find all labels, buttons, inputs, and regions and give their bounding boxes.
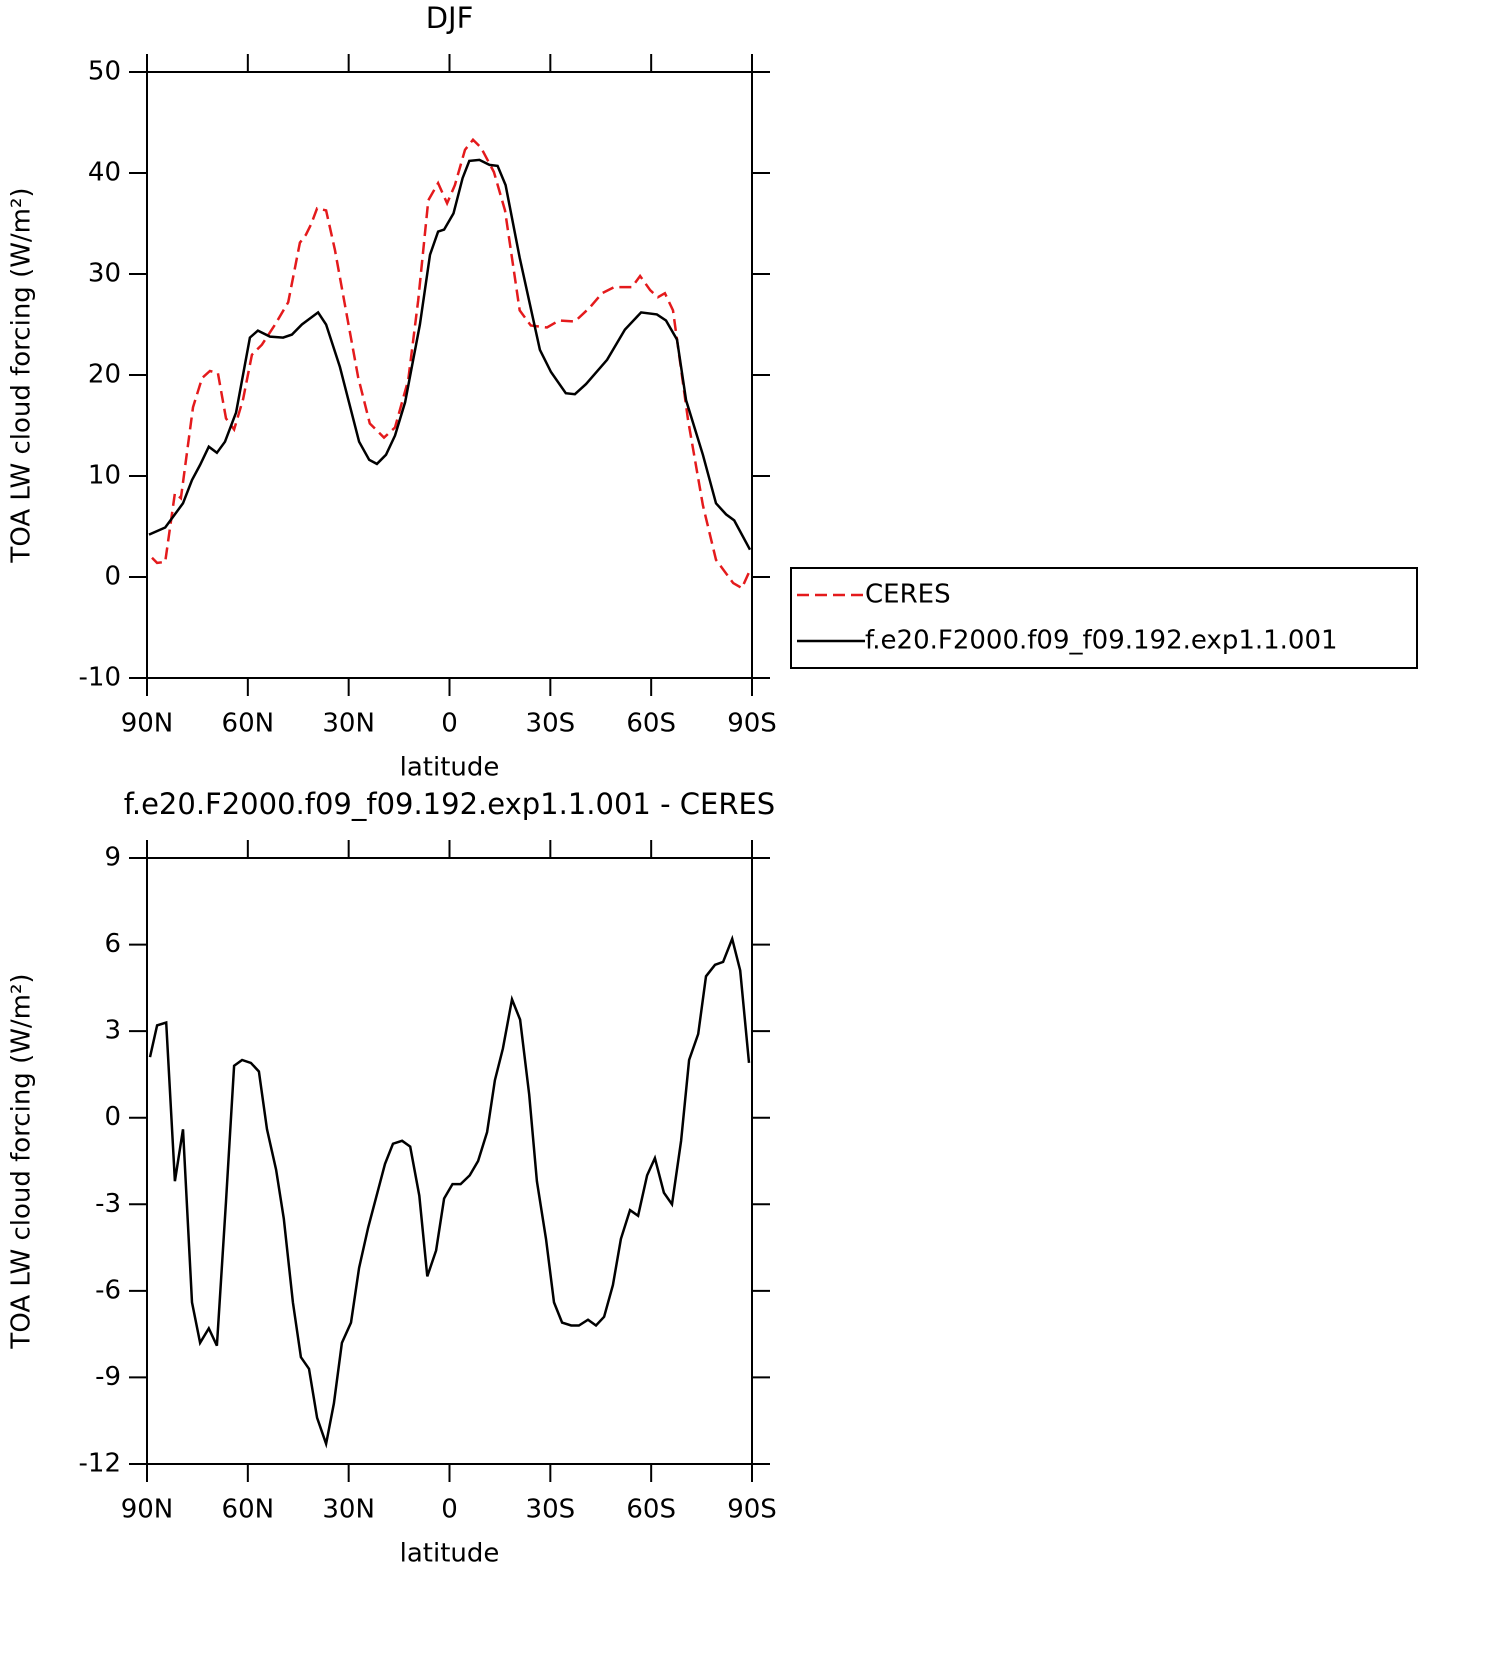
y-tick-label: 10	[88, 461, 121, 491]
legend-label: CERES	[865, 580, 951, 610]
y-tick-label: 30	[88, 259, 121, 289]
chart-title: DJF	[426, 1, 474, 35]
x-tick-label: 60S	[626, 709, 676, 739]
x-tick-label: 90S	[727, 1495, 777, 1525]
y-tick-label: -9	[95, 1362, 121, 1392]
x-tick-label: 30N	[322, 709, 375, 739]
plot-frame	[146, 857, 753, 1465]
y-tick-label: -6	[95, 1275, 121, 1305]
x-tick-label: 90N	[121, 709, 174, 739]
data-line	[148, 158, 752, 551]
x-tick-label: 60N	[222, 1495, 275, 1525]
legend-label: f.e20.F2000.f09_f09.192.exp1.1.001	[865, 626, 1338, 656]
y-axis-label: TOA LW cloud forcing (W/m²)	[7, 187, 37, 563]
y-tick-label: 50	[88, 57, 121, 87]
legend-box	[790, 567, 1418, 669]
y-tick-label: 20	[88, 360, 121, 390]
x-tick-label: 30S	[526, 709, 576, 739]
x-tick-label: 30N	[322, 1495, 375, 1525]
x-axis-label: latitude	[400, 753, 500, 783]
x-tick-label: 0	[441, 709, 458, 739]
x-tick-label: 60N	[222, 709, 275, 739]
x-tick-label: 90S	[727, 709, 777, 739]
plot-frame	[146, 71, 753, 679]
y-tick-label: 40	[88, 158, 121, 188]
chart-title: f.e20.F2000.f09_f09.192.exp1.1.001 - CER…	[124, 787, 775, 821]
y-tick-label: 6	[104, 929, 121, 959]
x-tick-label: 60S	[626, 1495, 676, 1525]
y-axis-label: TOA LW cloud forcing (W/m²)	[7, 973, 37, 1349]
x-tick-label: 0	[441, 1495, 458, 1525]
y-tick-label: 0	[104, 1102, 121, 1132]
x-tick-label: 90N	[121, 1495, 174, 1525]
data-line	[148, 934, 751, 1449]
y-tick-label: 9	[104, 843, 121, 873]
y-tick-label: 3	[104, 1016, 121, 1046]
data-line	[151, 137, 753, 590]
x-tick-label: 30S	[526, 1495, 576, 1525]
y-tick-label: -3	[95, 1189, 121, 1219]
x-axis-label: latitude	[400, 1539, 500, 1569]
y-tick-label: -10	[79, 663, 121, 693]
y-tick-label: -12	[79, 1449, 121, 1479]
y-tick-label: 0	[104, 562, 121, 592]
